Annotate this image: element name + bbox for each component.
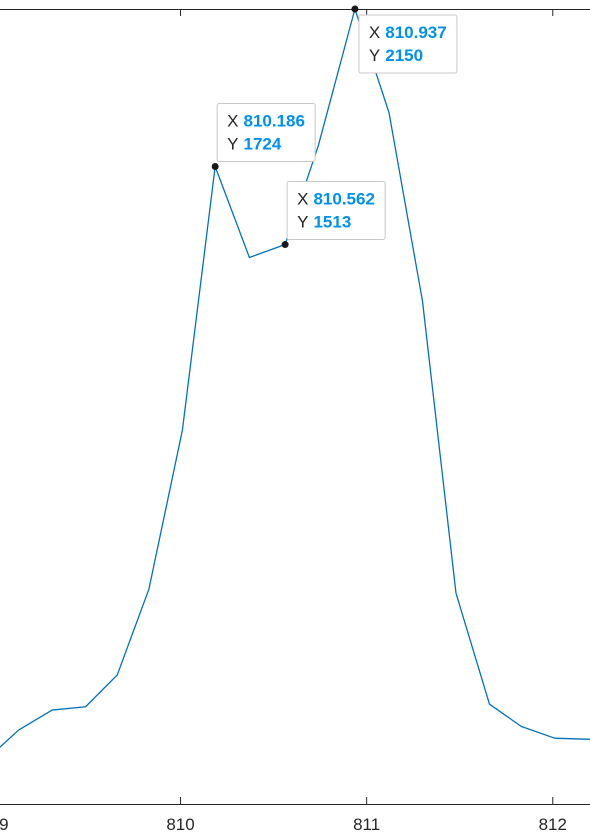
datatip[interactable]: X 810.562 Y 1513 (281, 181, 386, 249)
datatip-y-value: 2150 (385, 46, 423, 65)
x-tick-label: 812 (539, 815, 567, 834)
datatip-y-row: Y 1513 (297, 213, 351, 232)
datatips: X 810.937 Y 2150 X 810.186 Y 1724 X 810.562 Y 1513 (211, 5, 458, 249)
datatip-y-value: 1513 (313, 213, 351, 232)
datatip-y-row: Y 1724 (227, 135, 282, 154)
x-tick-label: 809 (0, 815, 9, 834)
datatip-y-label: Y (227, 135, 238, 154)
datatip-y-label: Y (297, 213, 308, 232)
datatip-box (286, 181, 386, 241)
datatip-x-label: X (369, 23, 380, 42)
datatip-y-value: 1724 (243, 135, 281, 154)
datatip-x-label: X (227, 112, 238, 131)
datatip-x-row: X 810.562 (297, 190, 375, 209)
datatip-x-value: 810.562 (313, 190, 374, 209)
datatip-y-label: Y (369, 46, 380, 65)
datatip-x-value: 810.937 (385, 23, 446, 42)
datatip-x-label: X (297, 190, 308, 209)
datatip-y-row: Y 2150 (369, 46, 423, 65)
datatip-box (216, 103, 316, 163)
datatip-x-value: 810.186 (243, 112, 304, 131)
x-tick-label: 811 (353, 815, 380, 834)
datatip-marker[interactable] (281, 241, 289, 249)
datatip-marker[interactable] (211, 163, 219, 171)
datatip[interactable]: X 810.186 Y 1724 (211, 103, 316, 171)
datatip-x-row: X 810.186 (227, 112, 305, 131)
datatip-marker[interactable] (351, 5, 359, 13)
datatip-x-row: X 810.937 (369, 23, 447, 42)
x-axis-tick-labels: 809 810 811 812 (0, 815, 567, 834)
datatip-box (358, 14, 458, 74)
x-tick-label: 810 (166, 815, 194, 834)
datatip[interactable]: X 810.937 Y 2150 (351, 5, 458, 74)
